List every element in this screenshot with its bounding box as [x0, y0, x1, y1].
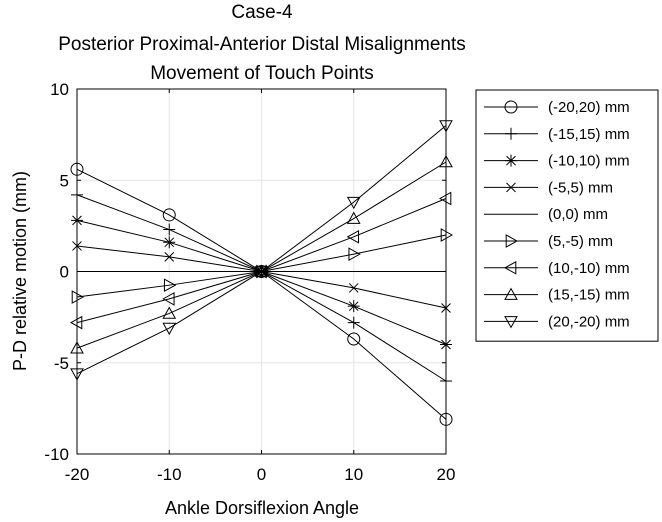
- legend-marker: [506, 182, 516, 193]
- chart-title-line-1: Case-4: [231, 2, 293, 23]
- legend-label: (20,-20) mm: [548, 313, 630, 330]
- data-point: [254, 264, 267, 279]
- legend-label: (-5,5) mm: [548, 179, 613, 196]
- data-point: [346, 211, 361, 224]
- x-tick-label: 0: [257, 465, 266, 484]
- legend-marker: [503, 260, 517, 275]
- y-tick-label: 0: [60, 263, 69, 282]
- data-point: [254, 266, 269, 279]
- data-point: [71, 290, 85, 304]
- data-point: [162, 208, 176, 222]
- y-axis-label: P-D relative motion (mm): [10, 171, 30, 371]
- data-point: [163, 236, 176, 249]
- legend-marker: [505, 154, 517, 167]
- series-6: [69, 191, 452, 330]
- legend-label: (-20,20) mm: [548, 99, 630, 116]
- x-axis-label: Ankle Dorsiflexion Angle: [165, 498, 359, 518]
- data-point: [348, 283, 359, 293]
- data-point: [440, 228, 454, 242]
- data-point: [163, 278, 177, 293]
- data-point: [438, 191, 452, 206]
- legend-marker: [504, 100, 518, 114]
- data-point: [162, 322, 177, 336]
- legend-entry: (0,0) mm: [484, 206, 608, 223]
- legend-marker: [504, 287, 518, 300]
- legend-entry: (5,-5) mm: [484, 233, 613, 250]
- series-line: [76, 125, 447, 375]
- legend-label: (15,-15) mm: [548, 287, 630, 304]
- legend-marker: [504, 316, 518, 329]
- legend-marker: [505, 234, 519, 248]
- chart-title-line-2: Posterior Proximal-Anterior Distal Misal…: [58, 34, 466, 55]
- legend-label: (-15,15) mm: [548, 126, 630, 143]
- data-point: [163, 223, 176, 236]
- y-tick-label: -5: [54, 354, 69, 373]
- legend-label: (10,-10) mm: [548, 260, 630, 277]
- data-point: [162, 306, 177, 319]
- legend-entry: (15,-15) mm: [484, 287, 630, 304]
- data-point: [347, 300, 360, 313]
- data-point: [347, 332, 361, 346]
- legend-entry: (20,-20) mm: [484, 313, 630, 330]
- data-point: [69, 315, 83, 330]
- data-point: [346, 229, 360, 244]
- legend: (-20,20) mm (-15,15) mm (-10,10) mm (-5,5) …: [475, 89, 659, 342]
- x-tick-label: -20: [65, 465, 90, 484]
- legend-entry: (-15,15) mm: [484, 126, 630, 143]
- chart-title-line-3: Movement of Touch Points: [150, 63, 374, 84]
- legend-label: (-10,10) mm: [548, 153, 630, 170]
- legend-entry: (10,-10) mm: [484, 260, 630, 277]
- data-point: [347, 316, 360, 329]
- legend-label: (0,0) mm: [548, 206, 608, 223]
- data-point: [254, 264, 269, 277]
- series-8: [70, 120, 453, 381]
- y-tick-label: 5: [60, 171, 69, 190]
- legend-label: (5,-5) mm: [548, 233, 613, 250]
- y-tick-label: -10: [44, 445, 69, 464]
- data-point: [256, 264, 269, 279]
- data-point: [346, 196, 361, 210]
- data-point: [162, 292, 175, 306]
- legend-entry: (-5,5) mm: [484, 179, 613, 196]
- x-tick-label: 20: [437, 465, 456, 484]
- plot-series: [69, 120, 454, 426]
- data-point: [348, 247, 361, 262]
- legend-entry: (-20,20) mm: [484, 99, 630, 116]
- legend-marker: [505, 127, 517, 140]
- data-point: [164, 252, 175, 262]
- x-tick-label: 10: [344, 465, 363, 484]
- x-tick-label: -10: [157, 465, 182, 484]
- y-tick-label: 10: [50, 80, 69, 99]
- legend-entry: (-10,10) mm: [484, 153, 630, 170]
